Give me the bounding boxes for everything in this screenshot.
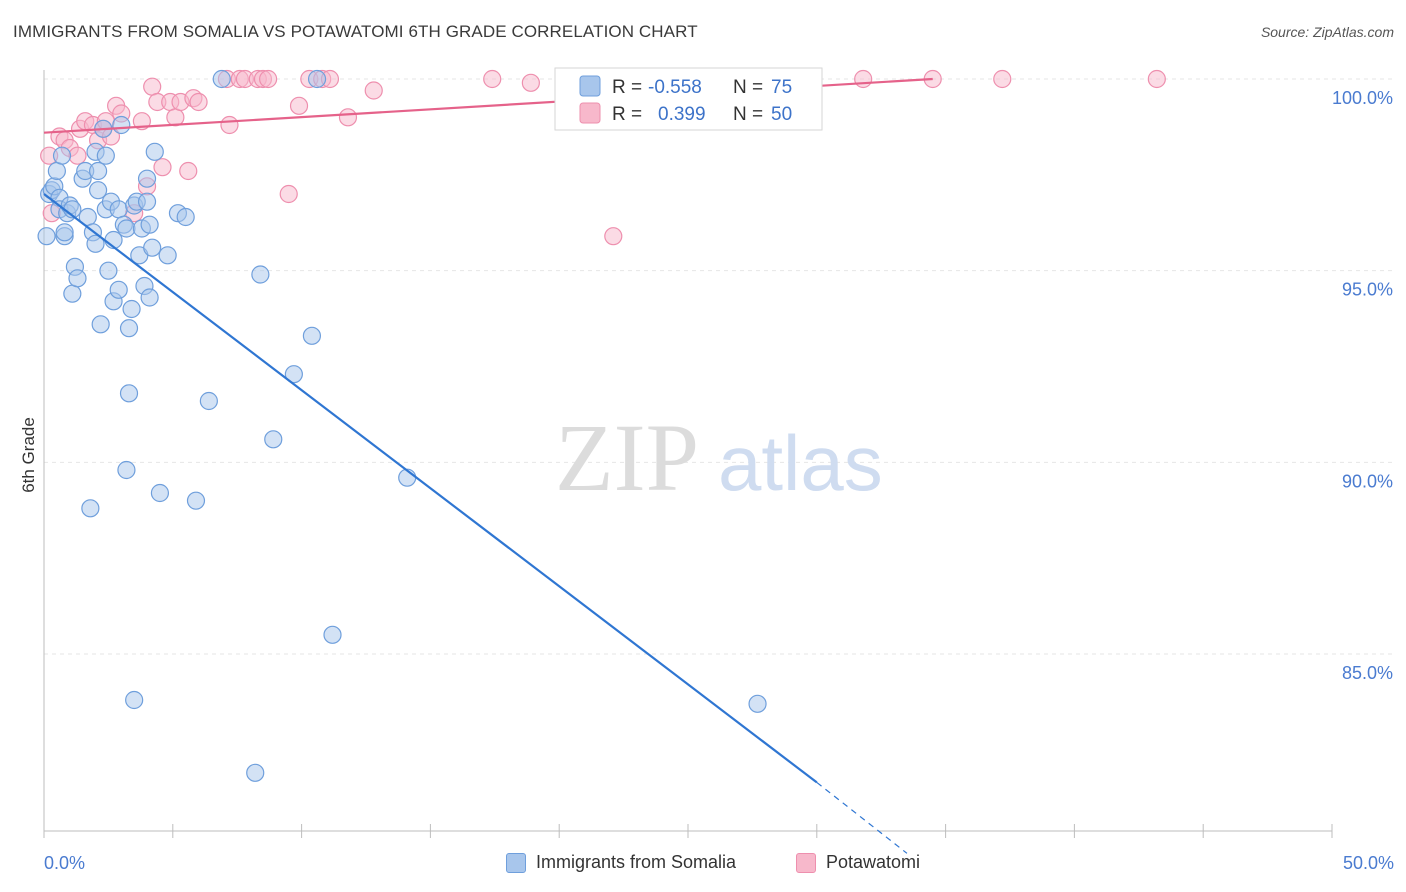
legend-r-label-potawatomi: R = <box>612 104 642 125</box>
somalia-point-13 <box>63 284 82 303</box>
somalia-point-43 <box>125 690 144 710</box>
somalia-point-48 <box>137 169 157 188</box>
somalia-point-67 <box>323 625 342 644</box>
somalia-point-69 <box>748 694 767 713</box>
somalia-point-51 <box>140 215 159 234</box>
somalia-point-64 <box>284 365 303 384</box>
legend-swatch-somalia <box>579 75 601 97</box>
source-credit: Source: ZipAtlas.com <box>1260 24 1394 40</box>
potawatomi-point-40 <box>364 81 383 100</box>
x-axis-ticks <box>43 824 1333 838</box>
potawatomi-point-44 <box>854 69 873 89</box>
somalia-point-29 <box>99 261 118 280</box>
potawatomi-point-35 <box>289 96 309 115</box>
watermark-zip: ZIP <box>555 404 699 511</box>
legend-swatch-potawatomi <box>579 102 601 124</box>
potawatomi-point-43 <box>604 227 623 246</box>
x-tick-labels: 0.0% 50.0% <box>44 853 1394 873</box>
somalia-trend-line <box>43 193 818 784</box>
y-tick-labels: 100.0% 95.0% 90.0% 85.0% <box>1332 88 1393 683</box>
somalia-point-35 <box>112 115 131 135</box>
legend-item-potawatomi[interactable]: Potawatomi <box>796 852 920 873</box>
watermark: ZIP atlas <box>555 404 883 511</box>
potawatomi-point-39 <box>338 108 358 127</box>
somalia-point-41 <box>122 299 141 319</box>
somalia-point-37 <box>117 219 136 238</box>
y-tick-label-3: 85.0% <box>1342 663 1393 683</box>
chart-title: IMMIGRANTS FROM SOMALIA VS POTAWATOMI 6T… <box>13 22 698 41</box>
legend-n-label-potawatomi: N = <box>733 104 763 125</box>
somalia-point-59 <box>199 391 218 411</box>
potawatomi-point-42 <box>521 73 540 92</box>
y-tick-label-2: 90.0% <box>1342 471 1393 491</box>
somalia-trend-line-extension <box>816 781 908 854</box>
legend-n-label-somalia: N = <box>733 77 763 98</box>
legend-swatch-somalia-bottom <box>506 852 526 873</box>
somalia-point-38 <box>117 460 136 480</box>
legend-n-value-potawatomi: 50 <box>771 104 792 125</box>
somalia-point-61 <box>246 763 265 782</box>
somalia-point-49 <box>137 192 157 211</box>
somalia-point-50 <box>140 288 159 307</box>
potawatomi-points <box>40 69 1166 246</box>
y-tick-label-1: 95.0% <box>1342 280 1393 300</box>
somalia-point-33 <box>109 280 128 299</box>
somalia-point-57 <box>176 207 195 227</box>
y-axis-label: 6th Grade <box>19 417 38 493</box>
potawatomi-point-47 <box>1147 69 1166 89</box>
y-tick-label-0: 100.0% <box>1332 88 1393 108</box>
somalia-point-63 <box>264 430 283 449</box>
legend-r-value-somalia: -0.558 <box>648 77 702 98</box>
somalia-point-28 <box>96 146 115 165</box>
legend-label-somalia: Immigrants from Somalia <box>536 852 737 872</box>
potawatomi-point-41 <box>483 69 502 89</box>
somalia-point-4 <box>47 161 66 181</box>
somalia-point-54 <box>150 483 170 503</box>
series-legend: Immigrants from Somalia Potawatomi <box>0 852 1406 878</box>
potawatomi-point-28 <box>220 115 239 135</box>
x-tick-label-0: 0.0% <box>44 853 85 873</box>
gridlines <box>44 78 1392 655</box>
legend-r-label-somalia: R = <box>612 77 642 98</box>
somalia-point-62 <box>251 265 270 284</box>
legend-swatch-potawatomi-bottom <box>796 852 816 873</box>
somalia-point-23 <box>88 181 108 200</box>
legend-r-value-potawatomi: 0.399 <box>658 104 706 125</box>
somalia-point-0 <box>37 227 56 246</box>
somalia-point-52 <box>143 238 162 257</box>
potawatomi-point-18 <box>143 77 162 96</box>
x-tick-label-1: 50.0% <box>1343 853 1394 873</box>
somalia-point-60 <box>212 69 231 89</box>
somalia-point-58 <box>186 491 206 510</box>
somalia-point-7 <box>52 146 72 165</box>
potawatomi-point-34 <box>279 184 298 204</box>
somalia-point-66 <box>307 69 327 89</box>
potawatomi-point-26 <box>189 92 208 112</box>
somalia-point-40 <box>119 319 139 338</box>
watermark-atlas: atlas <box>718 419 883 507</box>
somalia-point-19 <box>81 499 100 518</box>
legend-label-potawatomi: Potawatomi <box>826 852 921 872</box>
potawatomi-point-24 <box>179 161 198 181</box>
somalia-point-25 <box>91 315 110 334</box>
somalia-point-15 <box>68 269 87 288</box>
legend-n-value-somalia: 75 <box>771 77 792 98</box>
potawatomi-point-20 <box>153 158 172 177</box>
somalia-point-39 <box>119 384 139 403</box>
somalia-point-24 <box>88 161 108 181</box>
potawatomi-point-46 <box>993 69 1012 89</box>
potawatomi-point-33 <box>259 69 278 89</box>
potawatomi-point-5 <box>68 146 87 165</box>
somalia-point-55 <box>158 246 177 265</box>
somalia-point-22 <box>86 234 105 253</box>
stats-legend: R = -0.558 N = 75 R = 0.399 N = 50 <box>554 67 823 131</box>
somalia-point-9 <box>55 223 74 242</box>
legend-item-somalia[interactable]: Immigrants from Somalia <box>506 852 736 873</box>
somalia-point-65 <box>302 326 322 345</box>
somalia-point-53 <box>145 142 164 161</box>
somalia-point-34 <box>109 200 128 219</box>
